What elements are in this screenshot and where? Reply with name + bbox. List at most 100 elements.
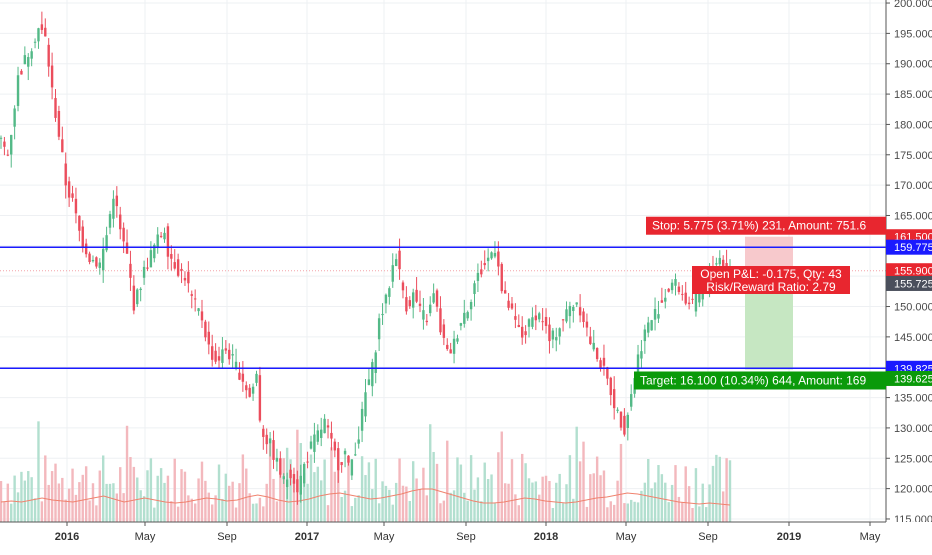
volume-bar bbox=[527, 478, 531, 522]
candle-body bbox=[163, 232, 166, 240]
volume-bar bbox=[606, 507, 609, 522]
candle-body bbox=[23, 55, 27, 65]
price-tick-label: 200.000 bbox=[894, 0, 932, 10]
volume-bar bbox=[718, 456, 721, 522]
horizontal-levels[interactable] bbox=[0, 246, 886, 370]
price-tick-label: 190.000 bbox=[894, 59, 932, 71]
candle-body bbox=[687, 302, 691, 305]
candle-body bbox=[626, 414, 630, 428]
volume-bar bbox=[728, 460, 732, 522]
volume-bar bbox=[309, 454, 313, 522]
candle-body bbox=[272, 440, 275, 460]
candle-body bbox=[159, 235, 163, 237]
candle-body bbox=[514, 316, 517, 320]
candle-body bbox=[139, 288, 142, 291]
candle-body bbox=[122, 227, 125, 242]
volume-bar bbox=[558, 473, 561, 522]
volume-bar bbox=[616, 480, 619, 522]
volume-bar bbox=[435, 463, 439, 522]
candle-body bbox=[602, 357, 606, 366]
long-position-zones[interactable] bbox=[745, 236, 793, 370]
candle-body bbox=[667, 288, 670, 292]
candle-body bbox=[129, 263, 132, 278]
volume-bar bbox=[20, 471, 23, 522]
price-tick-label: 185.000 bbox=[894, 89, 932, 101]
candle-body bbox=[473, 283, 476, 294]
price-tick-label: 135.000 bbox=[894, 393, 932, 405]
volume-bar bbox=[142, 496, 146, 522]
volume-bar bbox=[183, 471, 187, 522]
candle-body bbox=[398, 250, 401, 270]
volume-bar bbox=[377, 503, 381, 522]
volume-bar bbox=[517, 505, 520, 522]
volume-bar bbox=[323, 459, 326, 522]
candle-body bbox=[207, 331, 210, 345]
volume-bar bbox=[187, 495, 190, 522]
candle-body bbox=[217, 356, 221, 361]
volume-bar bbox=[47, 484, 50, 522]
candle-body bbox=[715, 263, 718, 265]
candle-body bbox=[582, 311, 585, 322]
time-tick-label: May bbox=[135, 531, 156, 543]
volume-bar bbox=[595, 456, 599, 522]
volume-bar bbox=[37, 421, 40, 522]
volume-bar bbox=[394, 482, 398, 522]
candle-body bbox=[149, 250, 153, 268]
candle-body bbox=[238, 372, 241, 380]
candle-body bbox=[37, 28, 40, 42]
volume-bar bbox=[425, 495, 429, 522]
candle-body bbox=[381, 313, 384, 316]
candle-body bbox=[204, 321, 207, 338]
candle-body bbox=[81, 226, 84, 247]
volume-bar bbox=[10, 503, 13, 522]
target-label-bg bbox=[634, 371, 886, 390]
volume-bar bbox=[193, 503, 197, 522]
volume-bar bbox=[81, 474, 84, 522]
candle-body bbox=[306, 461, 309, 463]
time-tick-label: Sep bbox=[456, 531, 476, 543]
candle-body bbox=[78, 215, 81, 231]
candle-body bbox=[555, 337, 558, 341]
candle-body bbox=[340, 462, 343, 466]
time-axis[interactable]: 2016 May Sep 2017 May Sep 2018 May Sep 2019 May bbox=[0, 521, 932, 550]
candlesticks bbox=[0, 11, 732, 505]
price-tick-label: 165.000 bbox=[894, 210, 932, 222]
candle-body bbox=[40, 24, 44, 30]
candle-body bbox=[292, 474, 296, 484]
candle-body bbox=[449, 349, 452, 354]
candle-body bbox=[309, 441, 313, 449]
target-price-tag-bg bbox=[886, 370, 932, 386]
volume-bar bbox=[156, 475, 159, 522]
candle-body bbox=[265, 434, 268, 445]
stop-loss-zone[interactable] bbox=[745, 236, 793, 271]
volume-bar bbox=[664, 482, 667, 522]
candle-body bbox=[609, 377, 612, 396]
volume-bar bbox=[657, 465, 660, 522]
volume-bar bbox=[503, 483, 507, 522]
candle-body bbox=[500, 264, 503, 292]
volume-bar bbox=[415, 478, 418, 522]
volume-bar bbox=[275, 501, 279, 522]
volume-bar bbox=[374, 458, 377, 522]
volume-bar bbox=[146, 470, 149, 522]
volume-bar bbox=[367, 462, 371, 522]
volume-bar bbox=[333, 471, 337, 522]
volume-bar bbox=[561, 503, 565, 522]
volume-bar bbox=[78, 482, 81, 522]
volume-bar bbox=[619, 443, 623, 522]
volume-bar bbox=[507, 483, 510, 522]
candle-body bbox=[125, 242, 129, 254]
volume-bar bbox=[163, 482, 166, 522]
volume-bar bbox=[473, 489, 476, 522]
candle-body bbox=[371, 362, 374, 387]
candle-body bbox=[589, 336, 592, 344]
volume-bar bbox=[153, 507, 156, 522]
volume-bar bbox=[630, 499, 633, 522]
volume-bar bbox=[684, 466, 687, 522]
volume-bar bbox=[84, 466, 88, 522]
volume-bar bbox=[398, 458, 401, 522]
volume-bar bbox=[640, 490, 643, 522]
candle-body bbox=[193, 298, 197, 300]
